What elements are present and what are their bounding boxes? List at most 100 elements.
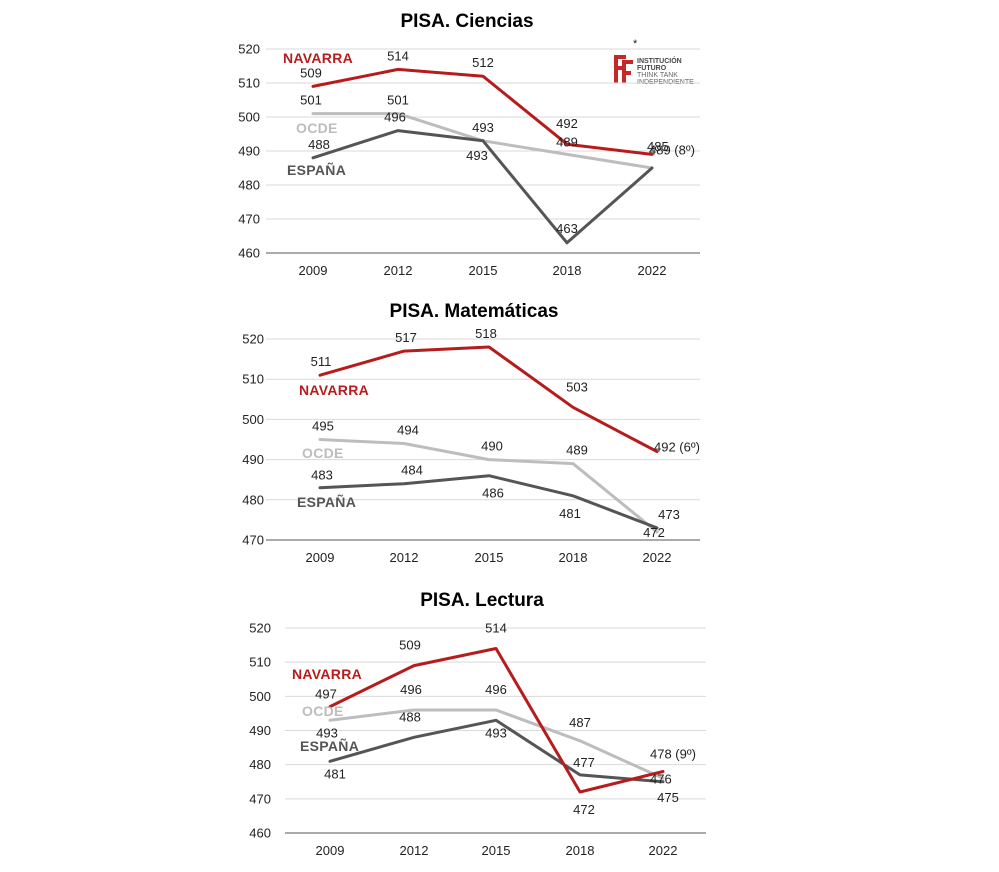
data-label-ocde: 472 xyxy=(643,525,665,540)
data-label-ocde: 487 xyxy=(569,715,591,730)
data-label-espana: 481 xyxy=(324,766,346,781)
y-tick-label: 490 xyxy=(242,452,264,467)
data-label-espana: 477 xyxy=(573,755,595,770)
data-label-navarra: 517 xyxy=(395,330,417,345)
data-label-navarra: 492 (6º) xyxy=(654,440,700,455)
data-label-espana: 488 xyxy=(308,137,330,152)
data-label-ocde: 496 xyxy=(485,682,507,697)
chart-title: PISA. Ciencias xyxy=(400,11,533,32)
series-line-espana xyxy=(318,474,659,530)
x-tick-label: 2022 xyxy=(649,843,678,858)
series-line-espana xyxy=(328,718,665,784)
data-label-ocde: 496 xyxy=(400,682,422,697)
data-label-ocde: 476 xyxy=(650,771,672,786)
series-line-espana xyxy=(311,129,654,245)
data-label-navarra: 503 xyxy=(566,379,588,394)
chart-title: PISA. Lectura xyxy=(420,590,544,611)
data-label-espana: 493 xyxy=(485,725,507,740)
series-name-navarra: NAVARRA xyxy=(299,382,369,398)
y-tick-label: 470 xyxy=(242,533,264,548)
y-tick-label: 490 xyxy=(249,723,271,738)
x-tick-label: 2012 xyxy=(400,843,429,858)
data-label-navarra: 514 xyxy=(387,48,409,63)
data-label-navarra: 511 xyxy=(311,354,332,369)
y-tick-label: 520 xyxy=(249,621,271,636)
data-label-navarra: 509 xyxy=(300,65,322,80)
data-label-navarra: 489 (8º) xyxy=(649,142,695,157)
series-name-ocde: OCDE xyxy=(296,120,338,136)
series-line-ocde xyxy=(318,438,659,534)
data-label-navarra: 512 xyxy=(472,55,494,70)
x-tick-label: 2009 xyxy=(299,263,328,278)
logo-asterisk: * xyxy=(633,38,638,50)
y-tick-label: 510 xyxy=(249,655,271,670)
y-tick-label: 520 xyxy=(238,42,260,57)
y-tick-label: 510 xyxy=(242,372,264,387)
y-tick-label: 470 xyxy=(238,212,260,227)
y-tick-label: 510 xyxy=(238,76,260,91)
data-label-espana: 488 xyxy=(399,709,421,724)
data-label-navarra: 509 xyxy=(399,638,421,653)
data-label-ocde: 493 xyxy=(472,120,494,135)
x-tick-label: 2018 xyxy=(559,550,588,565)
y-tick-label: 460 xyxy=(249,826,271,841)
logo-line-1: INSTITUCIÓN xyxy=(637,56,682,65)
x-tick-label: 2022 xyxy=(638,263,667,278)
x-tick-label: 2015 xyxy=(482,843,511,858)
y-tick-label: 480 xyxy=(242,492,264,507)
logo-line-3: THINK TANK xyxy=(637,72,678,79)
x-tick-label: 2012 xyxy=(390,550,419,565)
y-tick-label: 470 xyxy=(249,791,271,806)
data-label-espana: 483 xyxy=(311,468,333,483)
data-label-espana: 484 xyxy=(401,463,423,478)
data-label-ocde: 485 xyxy=(647,139,669,154)
x-tick-label: 2015 xyxy=(469,263,498,278)
series-name-espana: ESPAÑA xyxy=(300,737,359,754)
y-tick-label: 520 xyxy=(242,332,264,347)
y-tick-label: 480 xyxy=(249,757,271,772)
data-label-ocde: 489 xyxy=(566,443,588,458)
data-label-espana: 493 xyxy=(466,148,488,163)
data-label-ocde: 489 xyxy=(556,134,578,149)
data-label-navarra: 518 xyxy=(475,326,497,341)
y-tick-label: 460 xyxy=(238,246,260,261)
chart-1: PISA. Ciencias 460 470 480 490 500 510 520 2009 2… xyxy=(238,11,700,278)
data-label-ocde: 494 xyxy=(397,423,419,438)
data-label-espana: 463 xyxy=(556,221,578,236)
x-tick-label: 2012 xyxy=(384,263,413,278)
data-label-navarra: 472 xyxy=(573,802,595,817)
series-name-ocde: OCDE xyxy=(302,445,344,461)
data-label-espana: 496 xyxy=(384,110,406,125)
data-label-espana: 473 xyxy=(658,507,680,522)
x-tick-label: 2009 xyxy=(306,550,335,565)
y-tick-label: 500 xyxy=(242,412,264,427)
y-tick-label: 480 xyxy=(238,178,260,193)
x-tick-label: 2015 xyxy=(475,550,504,565)
series-line-navarra xyxy=(311,67,654,156)
chart-title: PISA. Matemáticas xyxy=(390,301,559,322)
series-name-navarra: NAVARRA xyxy=(283,50,353,66)
data-label-espana: 475 xyxy=(657,790,679,805)
data-label-navarra: 492 xyxy=(556,116,578,131)
data-label-navarra: 478 (9º) xyxy=(650,747,696,762)
series-line-navarra xyxy=(318,345,659,454)
data-label-navarra: 497 xyxy=(315,687,337,702)
data-label-ocde: 501 xyxy=(300,93,322,108)
x-tick-label: 2018 xyxy=(566,843,595,858)
data-label-navarra: 514 xyxy=(485,621,507,636)
data-label-espana: 486 xyxy=(482,486,504,501)
data-label-ocde: 490 xyxy=(481,439,503,454)
series-name-ocde: OCDE xyxy=(302,703,344,719)
data-label-ocde: 493 xyxy=(316,725,338,740)
chart-3: PISA. Lectura 460 470 480 490 500 510 520 2009 20… xyxy=(249,590,706,858)
y-tick-label: 500 xyxy=(249,689,271,704)
y-tick-label: 500 xyxy=(238,110,260,125)
data-label-ocde: 495 xyxy=(312,419,334,434)
logo-mark-icon xyxy=(614,55,633,83)
series-name-espana: ESPAÑA xyxy=(287,161,346,178)
x-tick-label: 2009 xyxy=(316,843,345,858)
x-tick-label: 2018 xyxy=(553,263,582,278)
series-name-navarra: NAVARRA xyxy=(292,666,362,682)
